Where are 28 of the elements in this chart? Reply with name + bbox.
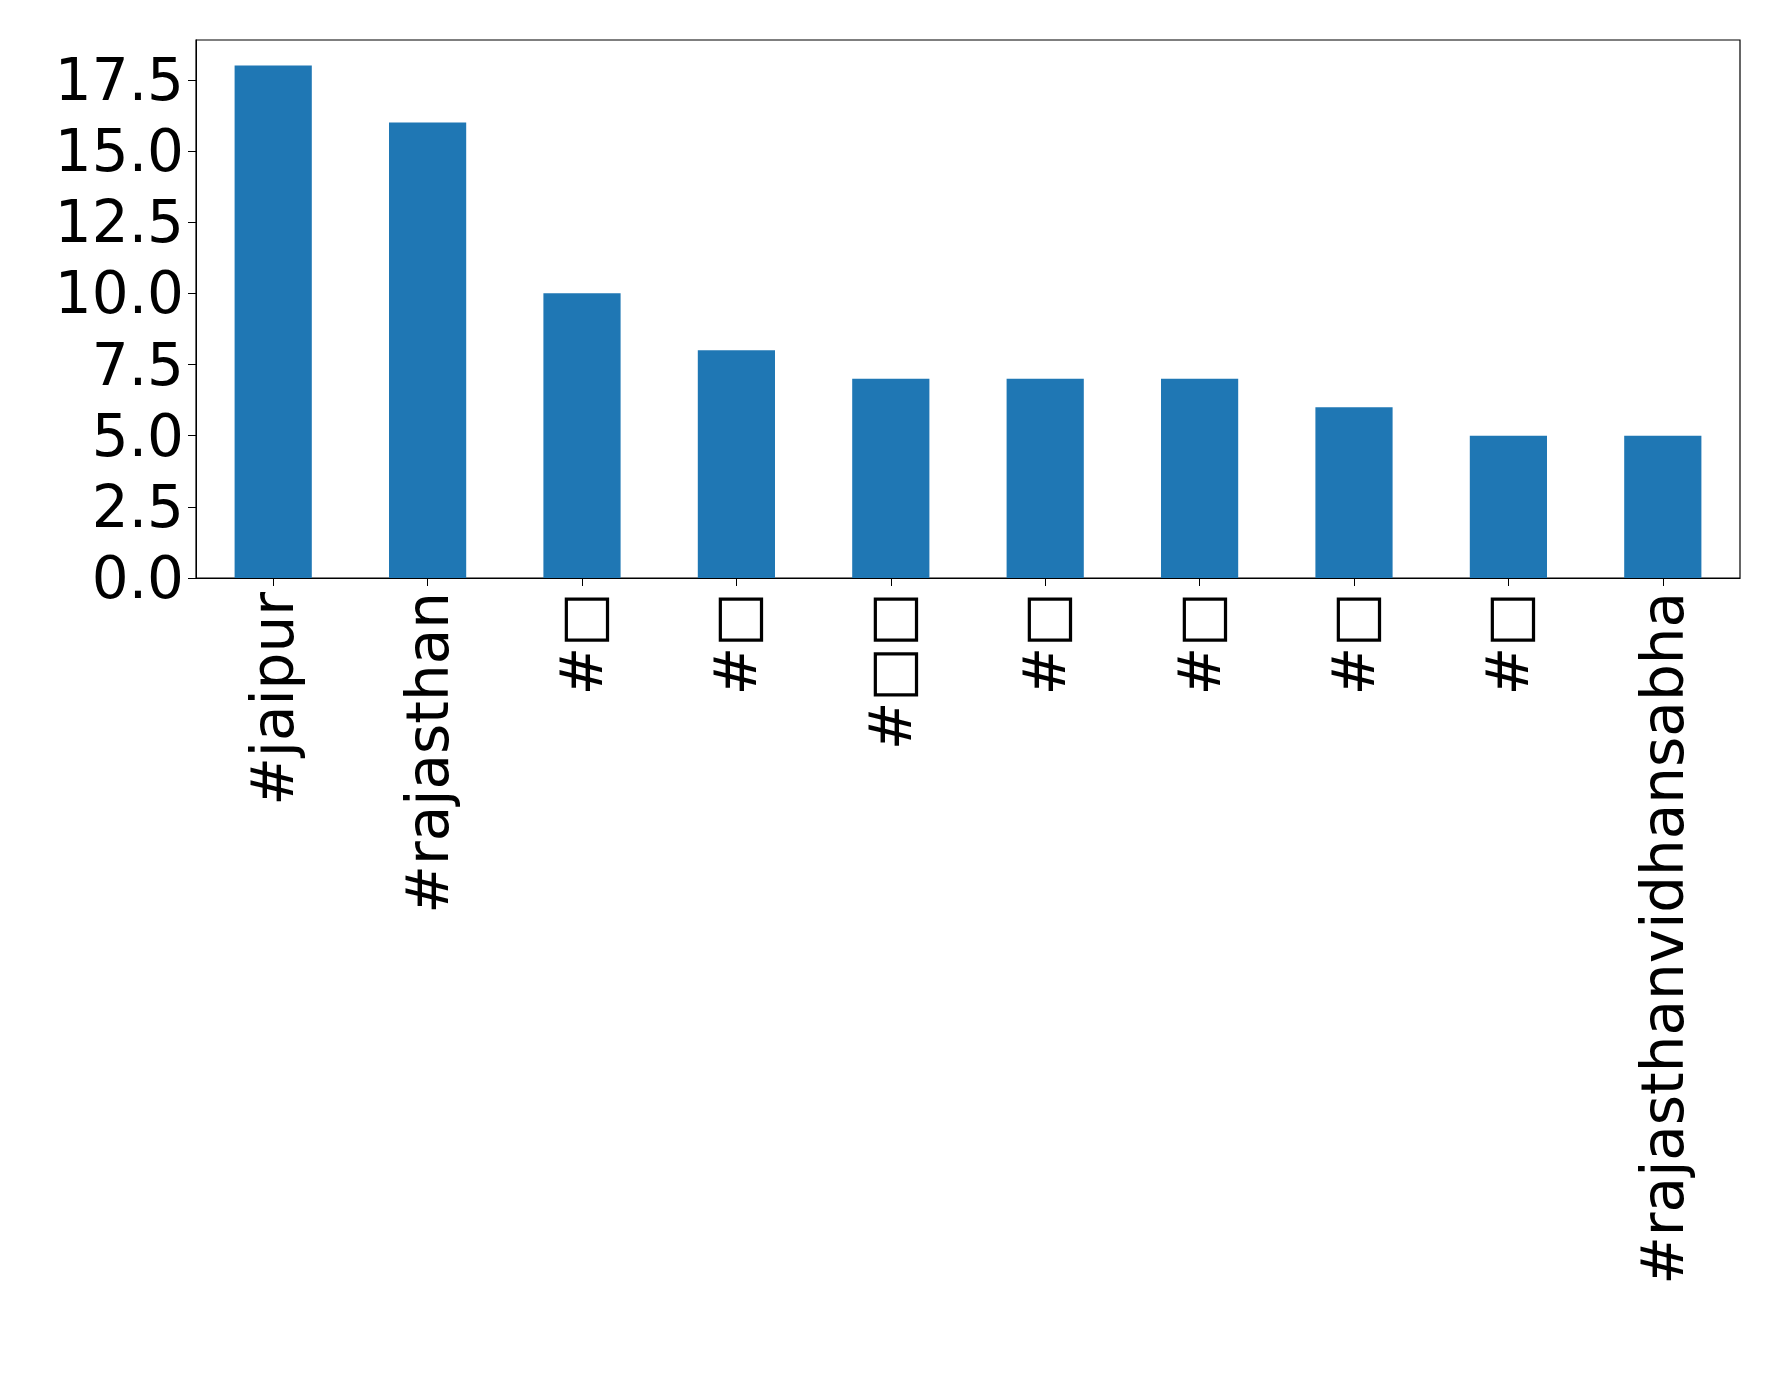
x-tick-label: #jaipur — [239, 591, 308, 806]
y-tick-label: 10.0 — [54, 259, 184, 328]
x-tick-label: #□ — [702, 592, 771, 696]
y-tick-label: 15.0 — [54, 117, 184, 186]
x-tick-label: #□□ — [856, 592, 925, 751]
bar — [1315, 407, 1393, 578]
x-tick-label: #□ — [548, 592, 616, 696]
bar — [852, 378, 930, 578]
bar — [1006, 378, 1084, 578]
y-tick-label: 7.5 — [91, 330, 184, 399]
x-tick-label: #□ — [1474, 592, 1543, 696]
bar — [543, 293, 621, 578]
y-tick-label: 5.0 — [91, 401, 184, 470]
x-tick-label: #rajasthanvidhansabha — [1628, 592, 1697, 1285]
x-tick-label: #rajasthan — [393, 592, 462, 914]
bar — [389, 122, 467, 578]
y-tick-label: 17.5 — [54, 45, 184, 114]
bar — [1624, 435, 1702, 578]
y-tick-label: 0.0 — [91, 544, 184, 612]
y-tick-label: 12.5 — [54, 188, 184, 257]
x-tick-label: #□ — [1165, 592, 1234, 696]
x-tick-label: #□ — [1320, 592, 1388, 696]
bar — [1469, 435, 1547, 578]
x-tick-label: #□ — [1011, 592, 1080, 696]
y-tick-label: 2.5 — [91, 472, 184, 541]
bar — [697, 350, 775, 578]
bar — [234, 65, 312, 578]
bar — [1161, 378, 1239, 578]
